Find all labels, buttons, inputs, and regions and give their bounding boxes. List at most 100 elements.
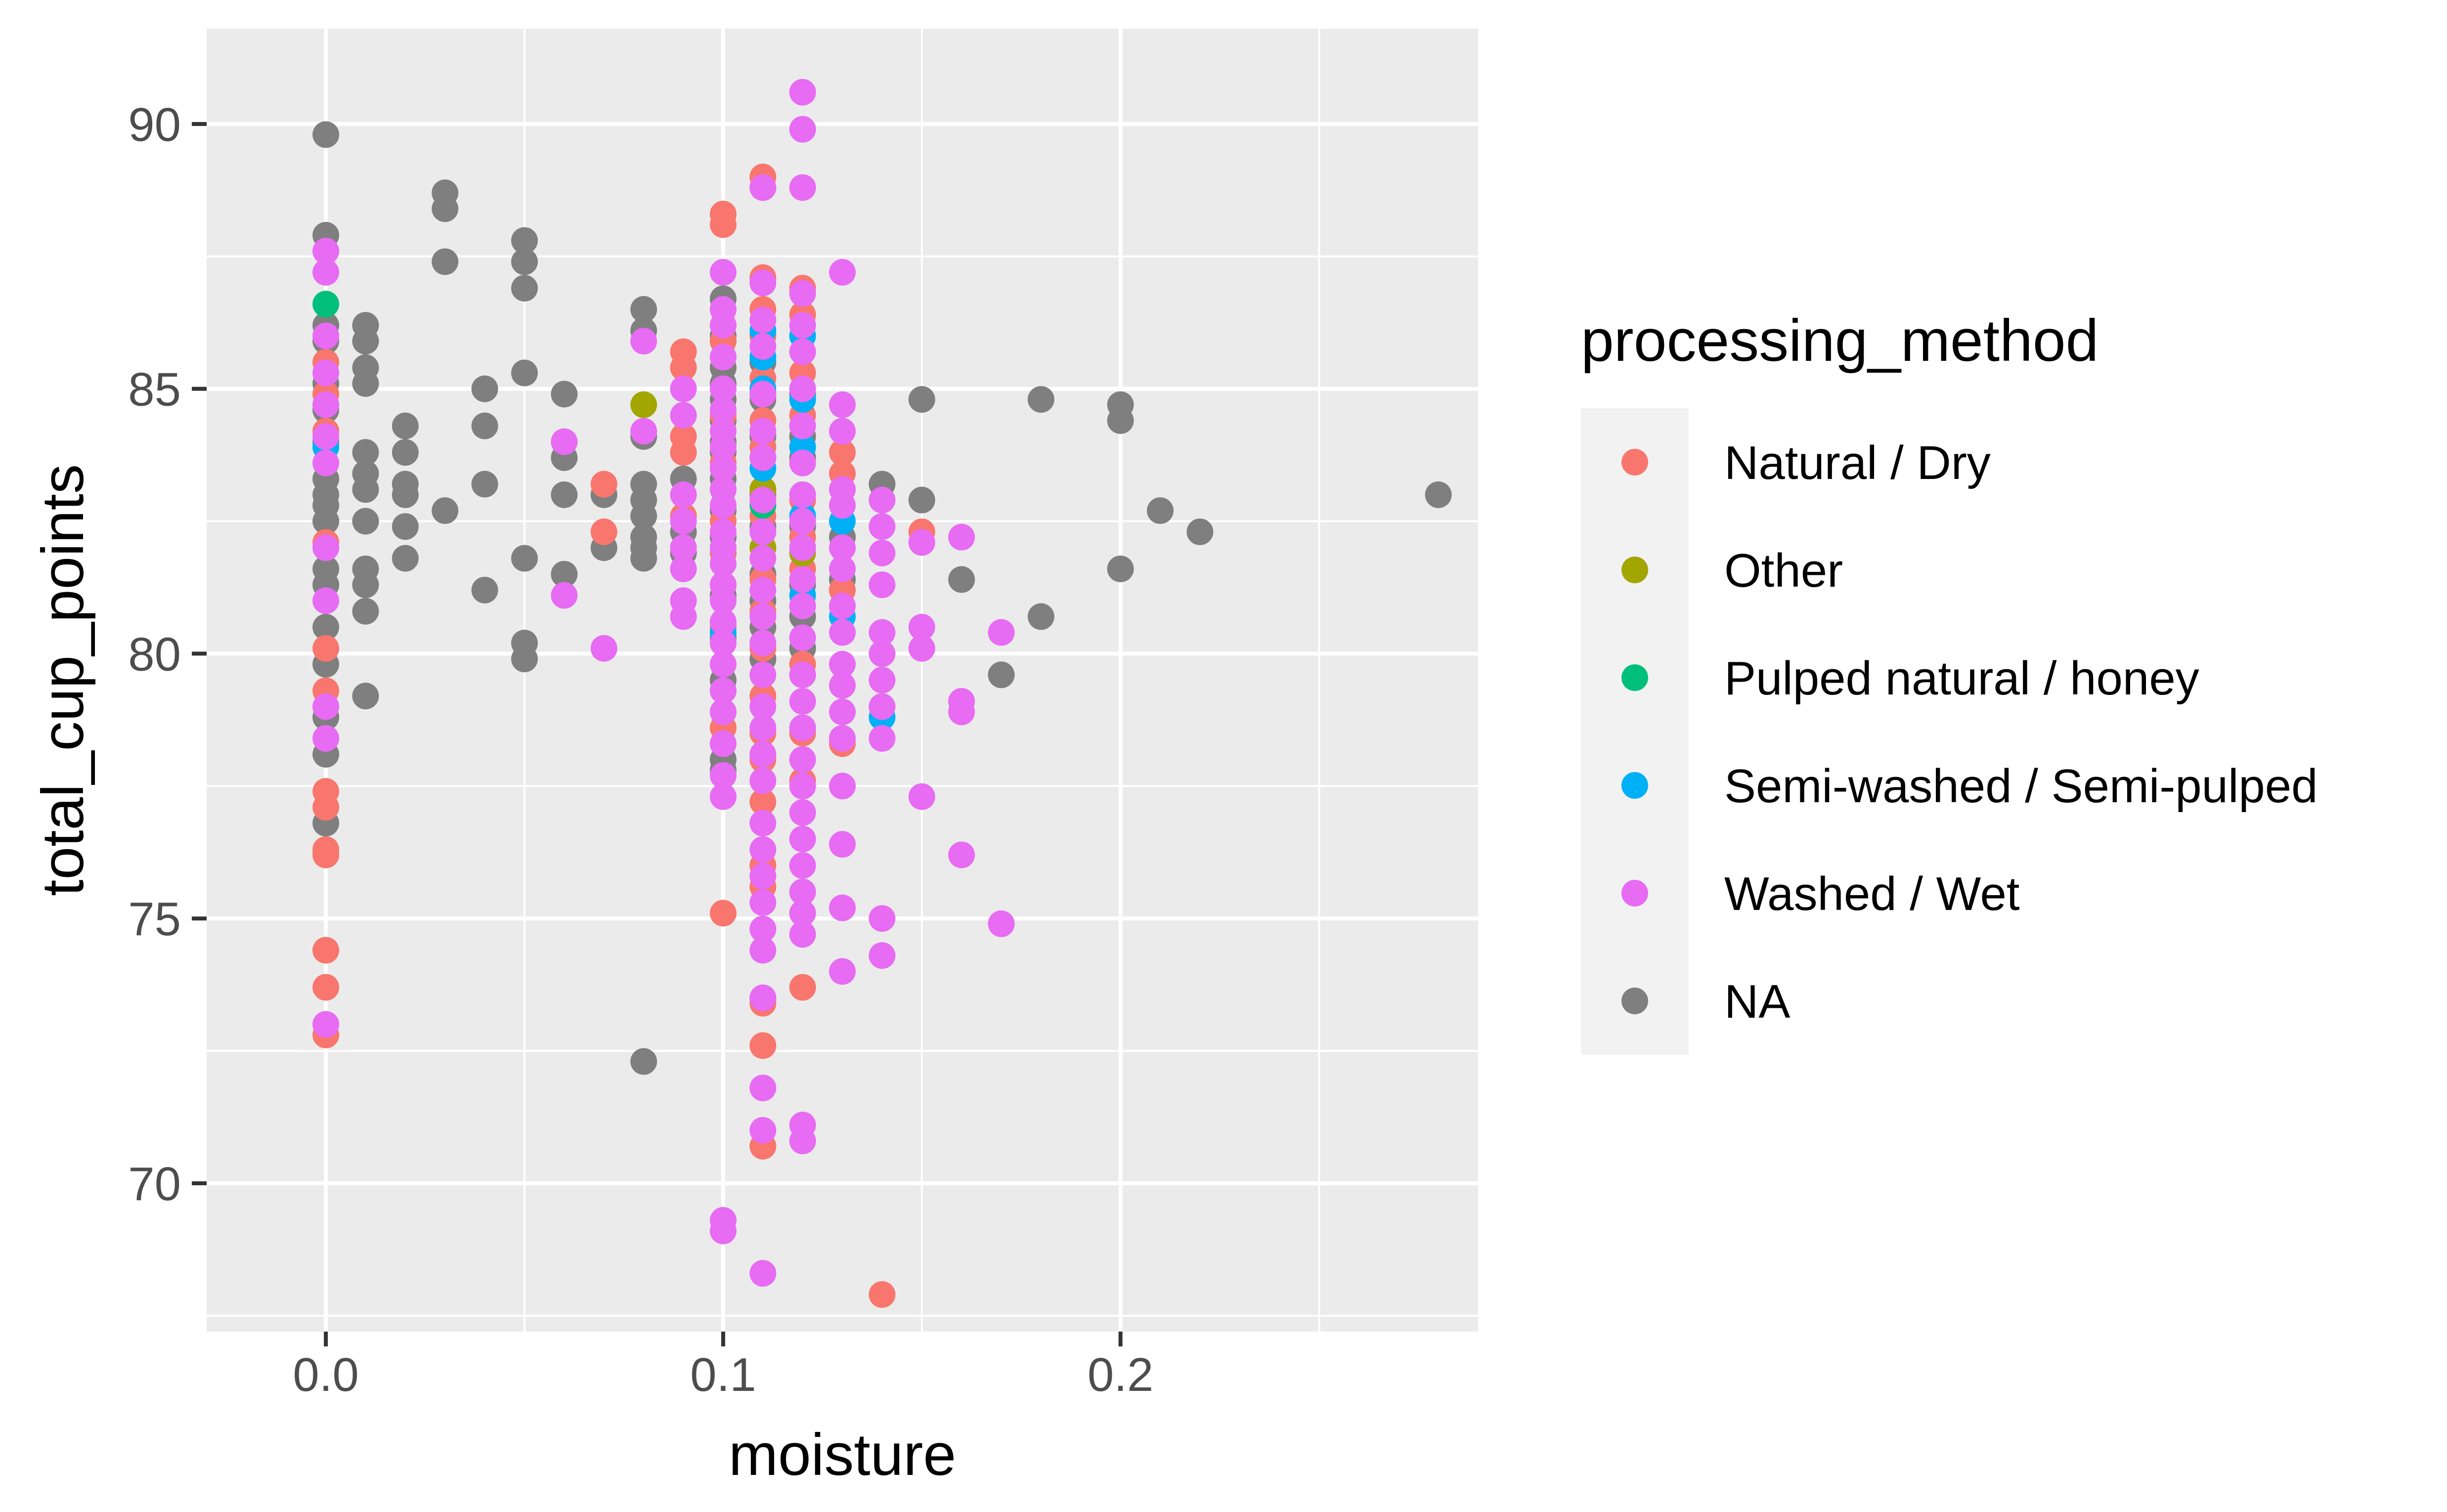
data-point xyxy=(789,534,816,562)
data-point xyxy=(789,508,816,535)
data-point xyxy=(749,545,777,572)
data-point xyxy=(670,603,697,630)
data-point xyxy=(352,683,379,710)
data-point xyxy=(749,889,777,916)
x-tick-label: 0.2 xyxy=(1088,1348,1153,1401)
data-point xyxy=(352,598,379,625)
data-point xyxy=(670,534,697,562)
data-point xyxy=(511,275,538,302)
data-point xyxy=(829,894,856,921)
data-point xyxy=(630,418,657,445)
y-tick-label: 90 xyxy=(128,98,181,151)
data-point xyxy=(749,810,777,837)
data-point xyxy=(551,582,578,609)
data-point xyxy=(1107,407,1134,434)
data-point xyxy=(789,449,816,476)
data-point xyxy=(709,211,737,238)
data-point xyxy=(709,550,737,577)
data-point xyxy=(829,773,856,800)
data-point xyxy=(630,296,657,323)
data-point xyxy=(789,900,816,927)
data-points xyxy=(312,79,1452,1308)
data-point xyxy=(749,863,777,890)
data-point xyxy=(749,767,777,794)
data-point xyxy=(789,566,816,593)
data-point xyxy=(988,661,1015,689)
legend-label: Pulped natural / honey xyxy=(1724,652,2199,705)
data-point xyxy=(749,381,777,408)
data-point xyxy=(352,571,379,599)
data-point xyxy=(471,375,498,402)
data-point xyxy=(829,831,856,858)
legend-key xyxy=(1621,772,1648,799)
data-point xyxy=(988,910,1015,937)
data-point xyxy=(789,1127,816,1155)
data-point xyxy=(590,471,617,498)
legend-items: Natural / Dry Other Pulped natural / honey… xyxy=(1581,408,2318,1055)
data-point xyxy=(749,603,777,630)
data-point xyxy=(352,439,379,466)
data-point xyxy=(392,513,419,540)
legend-label: Other xyxy=(1724,544,1843,597)
data-point xyxy=(670,354,697,381)
data-point xyxy=(829,391,856,418)
data-point xyxy=(789,852,816,879)
data-point xyxy=(869,667,896,693)
data-point xyxy=(789,773,816,800)
data-point xyxy=(630,545,657,572)
data-point xyxy=(749,629,777,656)
data-point xyxy=(749,1117,777,1144)
data-point xyxy=(829,672,856,699)
data-point xyxy=(829,439,856,466)
data-point xyxy=(1027,603,1054,630)
data-point xyxy=(312,121,340,148)
data-point xyxy=(630,502,657,529)
data-point xyxy=(312,238,340,265)
data-point xyxy=(709,375,737,402)
data-point xyxy=(392,481,419,508)
legend-key xyxy=(1621,449,1648,475)
data-point xyxy=(749,984,777,1011)
data-point xyxy=(709,677,737,704)
data-point xyxy=(511,545,538,572)
data-point xyxy=(709,1217,737,1245)
data-point xyxy=(789,825,816,853)
data-point xyxy=(709,650,737,678)
legend: processing_method Natural / Dry Other Pulp… xyxy=(1581,307,2318,1055)
data-point xyxy=(749,174,777,201)
data-point xyxy=(709,396,737,424)
legend-label: Semi-washed / Semi-pulped xyxy=(1724,760,2318,813)
data-point xyxy=(312,937,340,964)
data-point xyxy=(1107,555,1134,582)
data-point xyxy=(709,698,737,726)
data-point xyxy=(829,650,856,678)
data-point xyxy=(709,900,737,927)
data-point xyxy=(312,259,340,286)
data-point xyxy=(869,725,896,752)
data-point xyxy=(1425,481,1452,508)
data-point xyxy=(789,375,816,402)
data-point xyxy=(392,439,419,466)
legend-key xyxy=(1621,664,1648,691)
data-point xyxy=(869,486,896,514)
x-axis-title: moisture xyxy=(729,1422,956,1488)
y-tick-label: 85 xyxy=(128,363,181,416)
data-point xyxy=(789,799,816,826)
data-point xyxy=(908,613,935,641)
data-point xyxy=(749,661,777,689)
data-point xyxy=(670,481,697,508)
y-tick-label: 70 xyxy=(128,1158,181,1210)
data-point xyxy=(432,248,459,275)
data-point xyxy=(829,725,856,752)
data-point xyxy=(312,635,340,662)
data-point xyxy=(709,783,737,810)
data-point xyxy=(709,312,737,339)
data-point xyxy=(709,455,737,482)
data-point xyxy=(312,974,340,1001)
data-point xyxy=(869,905,896,932)
y-axis: 70 75 80 85 90 xyxy=(128,98,207,1210)
legend-label: Washed / Wet xyxy=(1724,867,2020,920)
data-point xyxy=(709,259,737,286)
data-point xyxy=(749,788,777,816)
data-point xyxy=(869,640,896,667)
